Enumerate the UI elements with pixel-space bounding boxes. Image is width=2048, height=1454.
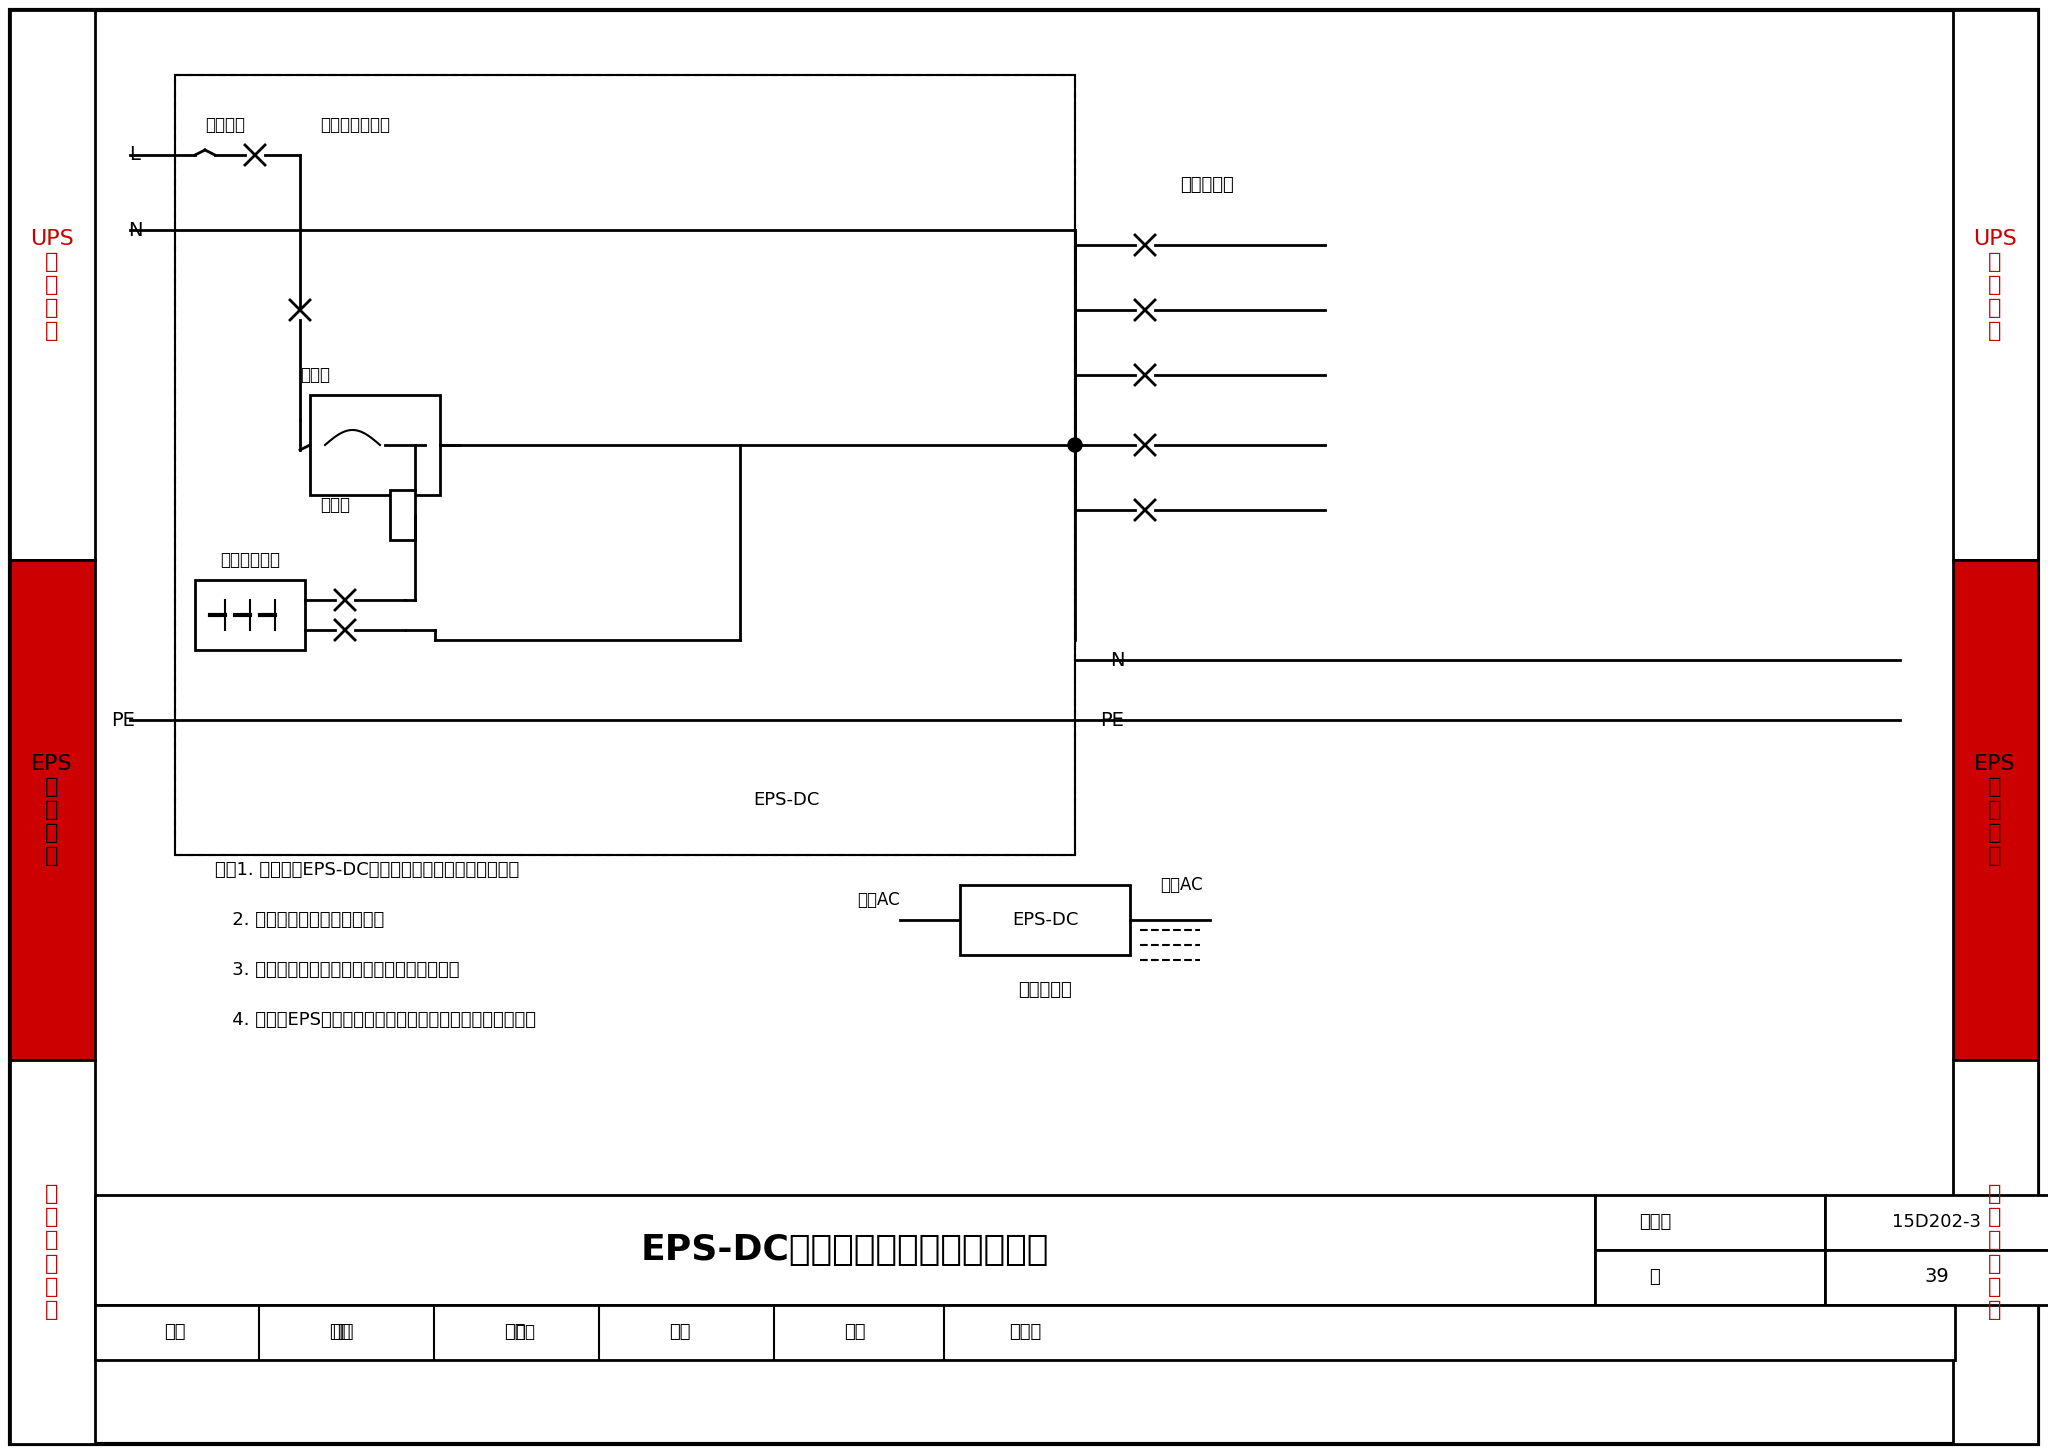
Bar	[961, 885, 1130, 955]
Text: 2. 进线隔离开关由设计确定。: 2. 进线隔离开关由设计确定。	[215, 912, 385, 929]
Text: 15D202-3: 15D202-3	[1892, 1213, 1982, 1232]
Bar	[94, 1306, 1956, 1359]
Bar	[1595, 1195, 1825, 1250]
Bar	[1954, 560, 2038, 1060]
Text: 39: 39	[1925, 1268, 1950, 1287]
Text: 注：1. 本方案为EPS-DC单相电源输入、直流输出方式。: 注：1. 本方案为EPS-DC单相电源输入、直流输出方式。	[215, 861, 520, 880]
Bar	[174, 76, 1075, 855]
Text: EPS-DC单相进线、直流出线系统图: EPS-DC单相进线、直流出线系统图	[641, 1233, 1049, 1266]
Bar	[195, 580, 305, 650]
Bar	[1954, 10, 2038, 560]
Text: 相
关
技
术
资
料: 相 关 技 术 资 料	[1989, 1184, 2001, 1320]
Bar	[1825, 1250, 2048, 1306]
Bar	[389, 490, 416, 539]
Text: 蓄电池（组）: 蓄电池（组）	[219, 551, 281, 569]
Text: 输出AC: 输出AC	[1159, 875, 1202, 894]
Text: 进线保护断路器: 进线保护断路器	[319, 116, 389, 134]
Bar	[94, 1195, 1595, 1306]
Bar	[1954, 1060, 2038, 1444]
Text: 王苏阳: 王苏阳	[1010, 1323, 1040, 1341]
Text: 整流器: 整流器	[299, 366, 330, 384]
Text: 陈琪: 陈琪	[330, 1323, 350, 1341]
Text: EPS
电
源
装
置: EPS 电 源 装 置	[31, 753, 74, 867]
Text: 接线示意图: 接线示意图	[1018, 981, 1071, 999]
Text: EPS-DC: EPS-DC	[754, 791, 819, 808]
Text: 输入AC: 输入AC	[858, 891, 899, 909]
Bar	[309, 395, 440, 494]
Text: UPS
电
源
装
置: UPS 电 源 装 置	[1972, 228, 2017, 342]
Bar	[1595, 1250, 1825, 1306]
Text: L: L	[129, 145, 141, 164]
Text: 出线断路器: 出线断路器	[1180, 176, 1233, 193]
Text: 校对: 校对	[504, 1323, 526, 1341]
Text: 熔断器: 熔断器	[319, 496, 350, 515]
Text: 沈晋: 沈晋	[670, 1323, 690, 1341]
Text: 陈琪: 陈琪	[332, 1323, 354, 1341]
Text: N: N	[1110, 650, 1124, 669]
Bar	[10, 560, 94, 1060]
Bar	[1825, 1195, 2048, 1250]
Text: 隔离开关: 隔离开关	[205, 116, 246, 134]
Bar	[174, 76, 1075, 855]
Text: EPS-DC: EPS-DC	[1012, 912, 1077, 929]
Text: 审核: 审核	[164, 1323, 186, 1341]
Text: N: N	[127, 221, 141, 240]
Circle shape	[1067, 438, 1081, 452]
Text: UPS
电
源
装
置: UPS 电 源 装 置	[31, 228, 74, 342]
Bar	[10, 1060, 94, 1444]
Text: 相
关
技
术
资
料: 相 关 技 术 资 料	[45, 1184, 59, 1320]
Text: 设计: 设计	[844, 1323, 866, 1341]
Bar	[10, 10, 94, 560]
Text: 页: 页	[1649, 1268, 1661, 1285]
Text: PE: PE	[1100, 711, 1124, 730]
Text: EPS
电
源
装
置: EPS 电 源 装 置	[1974, 753, 2015, 867]
Text: 4. 框内为EPS电源装置，馈出分支回路根据工程需要选配。: 4. 框内为EPS电源装置，馈出分支回路根据工程需要选配。	[215, 1011, 537, 1029]
Text: 3. 线路型号、规格、敷设方式等由设计确定。: 3. 线路型号、规格、敷设方式等由设计确定。	[215, 961, 459, 979]
Text: 陈琪: 陈琪	[514, 1323, 535, 1341]
Text: PE: PE	[111, 711, 135, 730]
Text: 图集号: 图集号	[1638, 1213, 1671, 1232]
